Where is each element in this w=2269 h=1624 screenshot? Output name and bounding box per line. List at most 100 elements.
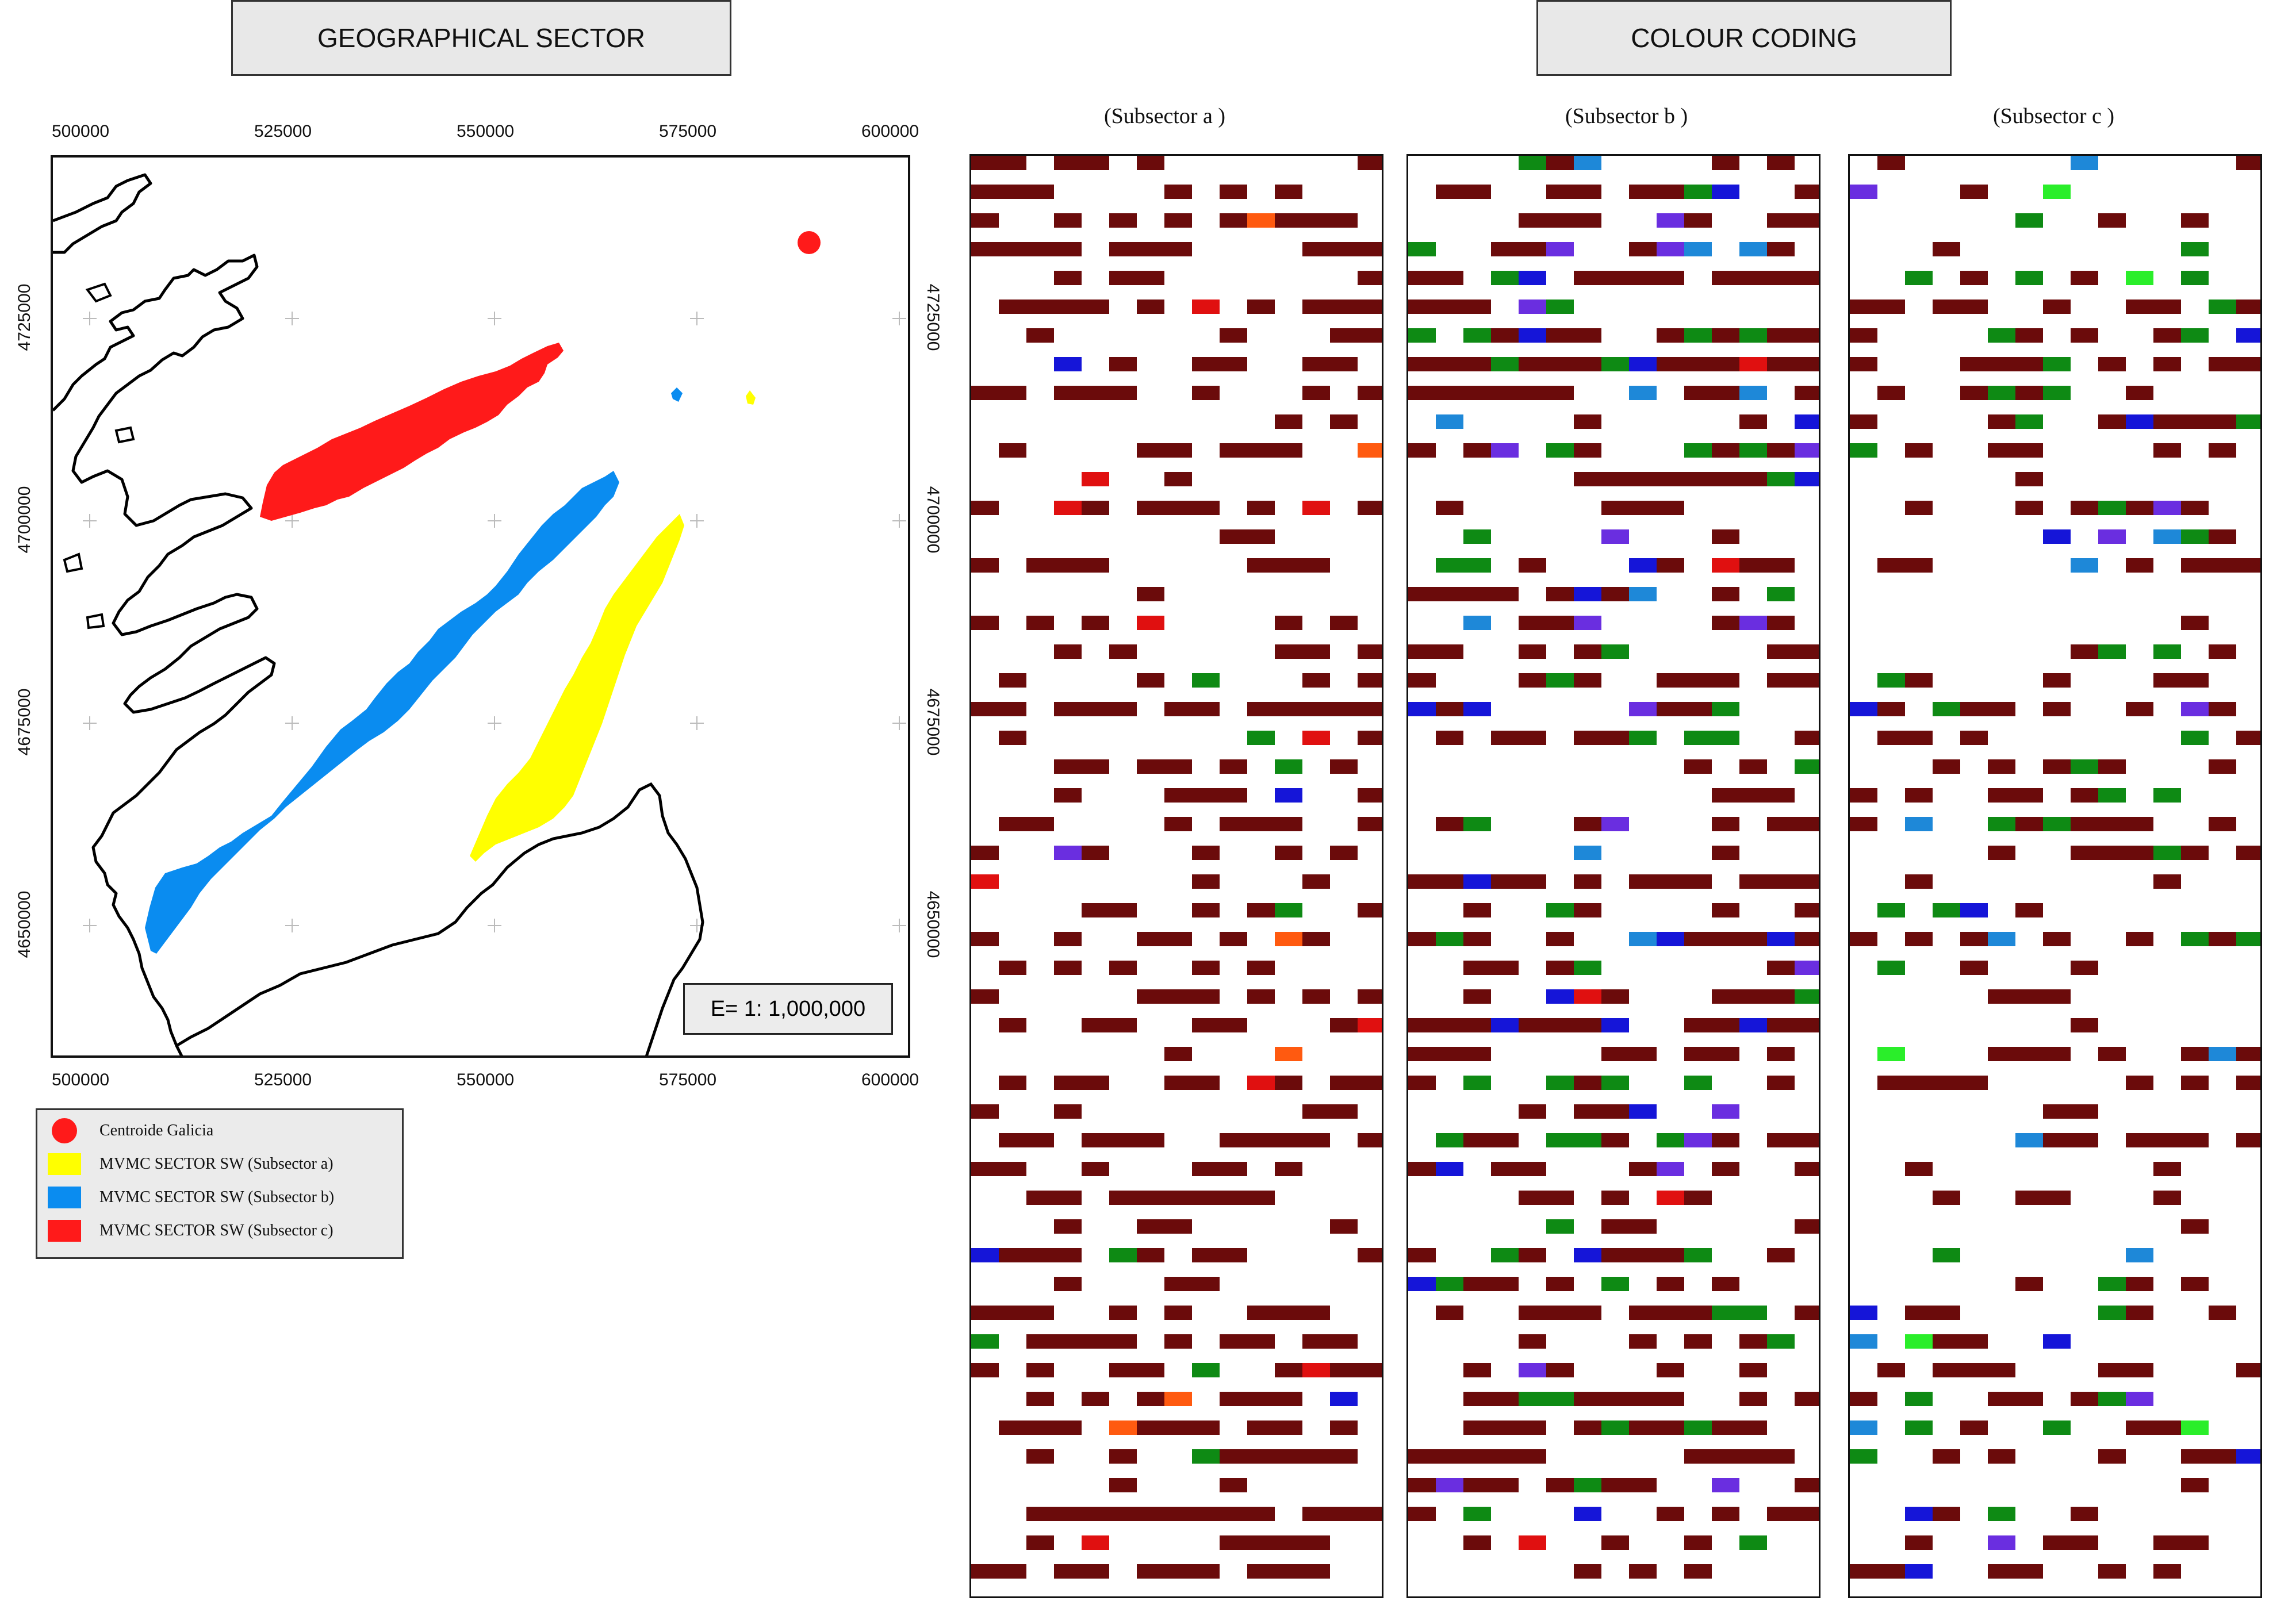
grid-cell [2181, 702, 2209, 716]
grid-cell [1767, 156, 1795, 170]
grid-cell [971, 1162, 999, 1176]
grid-cell [971, 242, 999, 256]
grid-cell [1546, 903, 1574, 917]
scale-indicator: E= 1: 1,000,000 [683, 983, 893, 1035]
grid-cell [1629, 731, 1657, 745]
grid-cell [1795, 443, 1819, 458]
grid-cell [1275, 759, 1302, 774]
grid-cell [1491, 271, 1519, 285]
grid-cell [1358, 731, 1382, 745]
grid-cell [1601, 271, 1629, 285]
grid-cell [1712, 903, 1739, 917]
grid-cell [1109, 702, 1137, 716]
grid-cell [1574, 1507, 1601, 1521]
grid-cell [1302, 558, 1330, 573]
grid-cell [2015, 443, 2043, 458]
grid-cell [1546, 213, 1574, 228]
grid-cell [1574, 185, 1601, 199]
grid-cell [2071, 961, 2098, 975]
grid-cell [1463, 1420, 1491, 1435]
grid-cell [1712, 1507, 1739, 1521]
grid-cell [1795, 932, 1819, 946]
grid-cell [1463, 443, 1491, 458]
grid-cell [2015, 1133, 2043, 1147]
grid-cell [1436, 300, 1463, 314]
colour-coding-header: COLOUR CODING [1536, 0, 1952, 76]
grid-cell [1601, 817, 1629, 831]
grid-cell [1275, 558, 1302, 573]
grid-cell [1082, 759, 1109, 774]
grid-cell [2015, 357, 2043, 371]
grid-cell [1574, 846, 1601, 860]
grid-cell [2181, 328, 2209, 343]
grid-cell [1026, 558, 1054, 573]
grid-cell [1463, 903, 1491, 917]
grid-cell [1247, 1334, 1275, 1349]
grid-cell [2153, 1564, 2181, 1579]
grid-cell [1519, 1018, 1546, 1032]
grid-cell [2071, 501, 2098, 515]
grid-cell [1657, 1306, 1684, 1320]
grid-cell [2015, 1392, 2043, 1406]
map-x-tick-bottom: 550000 [457, 1070, 515, 1089]
grid-cell [2153, 357, 2181, 371]
grid-cell [1275, 1162, 1302, 1176]
grid-cell [2126, 1306, 2153, 1320]
southern-border [175, 782, 704, 1055]
grid-cell [1491, 1478, 1519, 1492]
grid-cell [1519, 1363, 1546, 1377]
grid-cell [1164, 1334, 1192, 1349]
grid-cell [2043, 1191, 2071, 1205]
grid-cell [1330, 1507, 1358, 1521]
grid-cell [1933, 1191, 1960, 1205]
grid-cell [2043, 1047, 2071, 1061]
grid-cell [1436, 731, 1463, 745]
grid-cell [1192, 1420, 1220, 1435]
grid-cell [1519, 673, 1546, 688]
grid-cell [1546, 386, 1574, 400]
grid-cell [1601, 644, 1629, 659]
grid-cell [1026, 242, 1054, 256]
grid-cell [2071, 759, 2098, 774]
grid-cell [1408, 644, 1436, 659]
grid-cell [1574, 989, 1601, 1004]
grid-cell [1877, 702, 1905, 716]
grid-cell [1082, 846, 1109, 860]
grid-cell [1712, 156, 1739, 170]
grid-cell [2181, 1420, 2209, 1435]
grid-cell [2071, 788, 2098, 803]
grid-cell [1767, 472, 1795, 486]
grid-cell [1247, 213, 1275, 228]
grid-cell [1684, 1076, 1712, 1090]
grid-cell [1330, 1392, 1358, 1406]
grid-cell [1358, 443, 1382, 458]
grid-cell [1137, 989, 1164, 1004]
grid-cell [1684, 874, 1712, 889]
grid-cell [2181, 1219, 2209, 1234]
grid-cell [2043, 1334, 2071, 1349]
grid-cell [1491, 1420, 1519, 1435]
grid-cell [1933, 759, 1960, 774]
grid-cell [971, 1334, 999, 1349]
grid-cell [1192, 702, 1220, 716]
grid-cell [1220, 788, 1247, 803]
grid-cell [1519, 1420, 1546, 1435]
grid-cell [1712, 271, 1739, 285]
grid-cell [2209, 1449, 2236, 1464]
grid-cell [1358, 702, 1382, 716]
geographical-sector-header: GEOGRAPHICAL SECTOR [231, 0, 731, 76]
grid-cell [1767, 1047, 1795, 1061]
grid-cell [2015, 1564, 2043, 1579]
grid-cell [1712, 472, 1739, 486]
grid-cell [1082, 1076, 1109, 1090]
grid-cell [1795, 817, 1819, 831]
grid-cell [2126, 558, 2153, 573]
grid-cell [1358, 271, 1382, 285]
grid-cell [1054, 1219, 1082, 1234]
grid-cell [1436, 587, 1463, 601]
grid-cell [1574, 1306, 1601, 1320]
grid-cell [1988, 328, 2015, 343]
grid-cell [1629, 932, 1657, 946]
grid-cell [1519, 300, 1546, 314]
grid-cell [1082, 1133, 1109, 1147]
